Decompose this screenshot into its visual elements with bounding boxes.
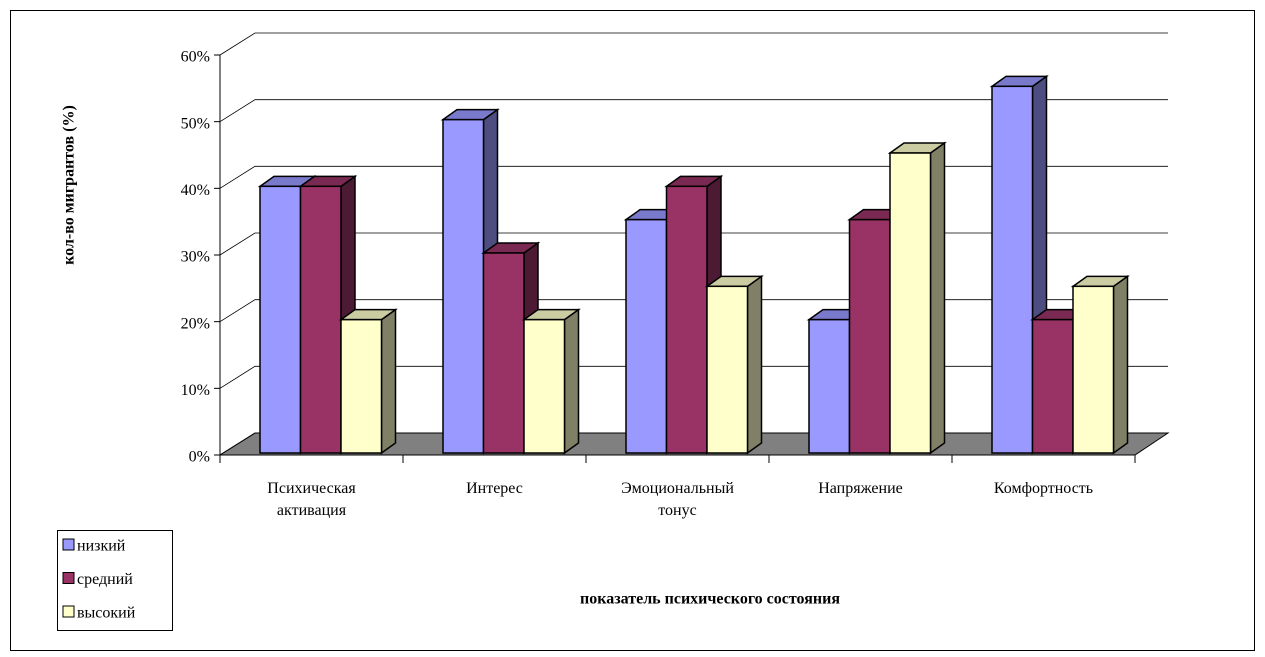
grid-line <box>219 165 1168 189</box>
bar-front <box>482 252 525 454</box>
y-tick-label: 30% <box>181 249 210 266</box>
bar-front <box>991 85 1034 454</box>
bar-front <box>889 152 932 454</box>
legend-swatch <box>62 538 75 551</box>
y-axis-title: кол-во мигрантов (%) <box>61 105 78 265</box>
bar-front <box>523 318 566 454</box>
chart-frame <box>10 10 1255 651</box>
y-tick-label: 60% <box>181 49 210 66</box>
bar-side <box>929 141 946 455</box>
bar <box>521 308 581 455</box>
bar-front <box>808 318 851 454</box>
y-tick-label: 10% <box>181 382 210 399</box>
legend-label: низкий <box>77 538 126 555</box>
bar-front <box>340 318 383 454</box>
x-tick-label: Психическая активация <box>267 480 356 519</box>
bar-front <box>259 185 302 454</box>
bar <box>887 141 947 455</box>
bar <box>704 274 764 455</box>
bar-front <box>625 218 668 454</box>
bar-front <box>665 185 708 454</box>
x-tick-label: Комфортность <box>993 480 1094 497</box>
legend-swatch <box>62 605 75 618</box>
bar <box>1070 274 1130 455</box>
legend-label: средний <box>77 571 133 588</box>
bar-side <box>380 308 397 455</box>
bar-front <box>848 218 891 454</box>
bar-front <box>706 285 749 454</box>
grid-line <box>219 99 1168 123</box>
x-axis-title: показатель психического состояния <box>580 591 840 608</box>
y-tick-label: 20% <box>181 315 210 332</box>
bar-side <box>1112 274 1129 455</box>
legend-label: высокий <box>77 605 136 622</box>
y-tick-label: 40% <box>181 182 210 199</box>
bar-side <box>563 308 580 455</box>
legend <box>57 530 173 631</box>
legend-swatch <box>62 572 75 584</box>
y-tick-label: 50% <box>181 115 210 132</box>
x-tick-label: Интерес <box>466 480 523 497</box>
bar-front <box>1072 285 1115 454</box>
x-tick-label: Напряжение <box>818 480 903 497</box>
bar-front <box>1031 318 1074 454</box>
bar-front <box>299 185 342 454</box>
bar-side <box>746 274 763 455</box>
x-tick-label: Эмоциональный тонус <box>621 480 734 519</box>
bar-front <box>442 118 485 454</box>
grid-line <box>219 32 1168 56</box>
y-tick-label: 0% <box>189 449 210 466</box>
bar <box>338 308 398 455</box>
